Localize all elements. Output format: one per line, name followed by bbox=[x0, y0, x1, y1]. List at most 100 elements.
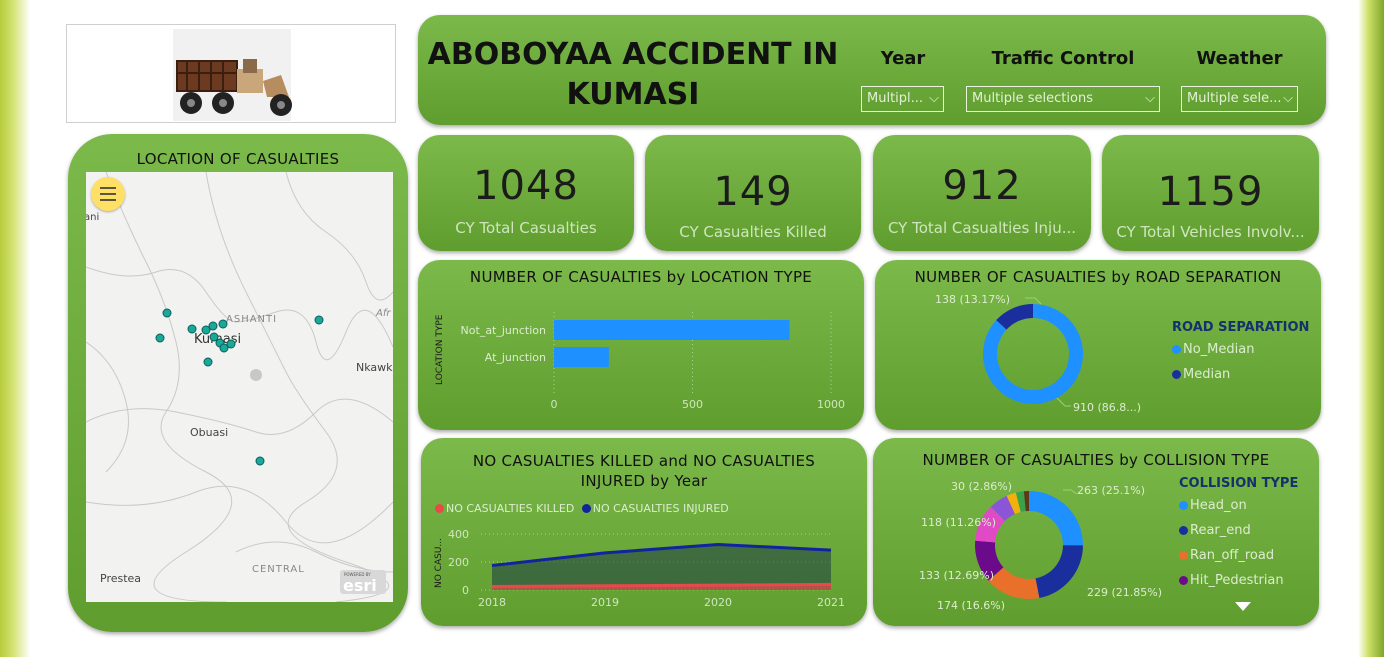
map-view[interactable]: ani ASHANTI Kumasi Afr Nkawka Obuasi CEN… bbox=[86, 172, 393, 602]
bar-not-at-junction bbox=[554, 320, 790, 340]
legend-item-killed[interactable]: NO CASUALTIES KILLED bbox=[446, 502, 575, 515]
map-point bbox=[208, 321, 218, 331]
bar-at-junction bbox=[554, 347, 609, 367]
legend-item-rear-end[interactable]: Rear_end bbox=[1179, 523, 1298, 538]
location-type-chart-card: NUMBER OF CASUALTIES by LOCATION TYPE LO… bbox=[418, 260, 864, 430]
y-tick-label: 0 bbox=[462, 584, 469, 597]
map-point bbox=[209, 332, 219, 342]
chevron-down-icon: ⌵ bbox=[1145, 91, 1155, 106]
slice-3 bbox=[988, 567, 1040, 599]
year-slicer-dropdown[interactable]: Multipl... ⌵ bbox=[861, 86, 944, 112]
map-point bbox=[219, 343, 229, 353]
kpi-card-casualties-injured: 912 CY Total Casualties Inju... bbox=[873, 135, 1091, 251]
map-point bbox=[203, 357, 213, 367]
kpi-card-vehicles-involved: 1159 CY Total Vehicles Involv... bbox=[1102, 135, 1319, 251]
year-slicer-label: Year bbox=[880, 48, 926, 69]
legend-title: COLLISION TYPE bbox=[1179, 476, 1299, 491]
dashboard-title: ABOBOYAA ACCIDENT IN KUMASI bbox=[427, 37, 839, 112]
traffic-control-slicer-label: Traffic Control bbox=[991, 48, 1135, 69]
slice-7 bbox=[1006, 492, 1021, 515]
chart-title: NUMBER OF CASUALTIES by COLLISION TYPE bbox=[922, 451, 1270, 469]
logo-image-card bbox=[66, 24, 396, 123]
map-point bbox=[255, 456, 265, 466]
legend-title: ROAD SEPARATION bbox=[1172, 320, 1310, 335]
kpi-card-casualties-killed: 149 CY Casualties Killed bbox=[645, 135, 861, 251]
map-point bbox=[187, 324, 197, 334]
legend-item-median[interactable]: Median bbox=[1172, 367, 1309, 382]
legend-scroll-down-icon[interactable] bbox=[1235, 602, 1251, 611]
map-point bbox=[314, 315, 324, 325]
kpi-label: CY Total Vehicles Involv... bbox=[1116, 223, 1305, 241]
map-card: LOCATION OF CASUALTIES ani ASHANTI Kumas… bbox=[68, 134, 408, 632]
slice-4 bbox=[975, 540, 1004, 581]
slice-9 bbox=[1023, 491, 1029, 512]
legend-item-hit-pedestrian[interactable]: Hit_Pedestrian bbox=[1179, 573, 1298, 588]
x-tick-label: 2018 bbox=[478, 596, 506, 609]
data-label: 30 (2.86%) bbox=[951, 480, 1012, 493]
kpi-value: 149 bbox=[713, 169, 793, 215]
map-place-label: ani bbox=[86, 212, 99, 223]
chart-title: NUMBER OF CASUALTIES by LOCATION TYPE bbox=[469, 268, 813, 286]
map-title: LOCATION OF CASUALTIES bbox=[136, 150, 340, 168]
data-label: 229 (21.85%) bbox=[1087, 586, 1162, 599]
y-tick-label: 200 bbox=[448, 556, 469, 569]
map-place-label: Obuasi bbox=[190, 426, 228, 439]
map-place-label: ASHANTI bbox=[226, 314, 277, 325]
svg-text:POWERED BY: POWERED BY bbox=[344, 572, 371, 577]
slice-5 bbox=[975, 506, 1005, 543]
weather-slicer-dropdown[interactable]: Multiple sele... ⌵ bbox=[1181, 86, 1298, 112]
slice-median bbox=[996, 304, 1033, 330]
y-axis-label: LOCATION TYPE bbox=[435, 314, 445, 385]
x-tick-label: 2021 bbox=[817, 596, 845, 609]
x-tick-label: 0 bbox=[551, 398, 558, 411]
killed-injured-area-chart[interactable]: NO CASU... 0 200 400 2018 2019 2020 2021 bbox=[421, 438, 867, 626]
legend-item-head-on[interactable]: Head_on bbox=[1179, 498, 1298, 513]
line-injured bbox=[491, 542, 832, 567]
kpi-label: CY Casualties Killed bbox=[679, 223, 827, 241]
map-point bbox=[226, 339, 236, 349]
map-place-label: Nkawka bbox=[356, 361, 393, 374]
x-tick-label: 1000 bbox=[817, 398, 845, 411]
data-label: 263 (25.1%) bbox=[1077, 484, 1145, 497]
chevron-down-icon: ⌵ bbox=[1283, 91, 1293, 106]
line-killed bbox=[491, 582, 832, 588]
y-axis-label: NO CASU... bbox=[434, 538, 444, 588]
data-label: 174 (16.6%) bbox=[937, 599, 1005, 612]
chart-title: NUMBER OF CASUALTIES by ROAD SEPARATION bbox=[914, 268, 1282, 286]
map-point bbox=[201, 325, 211, 335]
legend-item-injured[interactable]: NO CASUALTIES INJURED bbox=[592, 502, 729, 515]
x-tick-label: 500 bbox=[682, 398, 703, 411]
x-tick-label: 2019 bbox=[591, 596, 619, 609]
category-label: Not_at_junction bbox=[461, 324, 546, 337]
collision-type-legend: COLLISION TYPE Head_on Rear_end Ran_off_… bbox=[1179, 476, 1298, 588]
esri-badge: POWERED BY esri bbox=[340, 570, 386, 595]
kpi-label: CY Total Casualties Inju... bbox=[887, 219, 1077, 237]
location-type-bar-chart[interactable]: LOCATION TYPE Not_at_junction At_junction… bbox=[418, 260, 864, 430]
map-place-label: CENTRAL bbox=[252, 564, 305, 575]
area-chart-legend: NO CASUALTIES KILLED NO CASUALTIES INJUR… bbox=[435, 502, 729, 515]
legend-item-ran-off-road[interactable]: Ran_off_road bbox=[1179, 548, 1298, 563]
map-point bbox=[155, 333, 165, 343]
killed-injured-chart-card: NO CASUALTIES KILLED and NO CASUALTIES I… bbox=[421, 438, 867, 626]
kpi-value: 1048 bbox=[473, 163, 579, 209]
road-separation-donut[interactable]: 138 (13.17%) 910 (86.8...) bbox=[875, 260, 1321, 430]
legend-item-no-median[interactable]: No_Median bbox=[1172, 342, 1309, 357]
data-label: 138 (13.17%) bbox=[935, 293, 1010, 306]
traffic-control-slicer-dropdown[interactable]: Multiple selections ⌵ bbox=[966, 86, 1160, 112]
collision-type-donut[interactable]: 263 (25.1%) 229 (21.85%) 174 (16.6%) 133… bbox=[873, 438, 1319, 626]
area-injured bbox=[492, 544, 831, 590]
collision-type-chart-card: NUMBER OF CASUALTIES by COLLISION TYPE 2… bbox=[873, 438, 1319, 626]
category-label: At_junction bbox=[485, 351, 546, 364]
svg-text:esri: esri bbox=[343, 576, 377, 595]
header-card: ABOBOYAA ACCIDENT IN KUMASI Year Multipl… bbox=[418, 15, 1326, 125]
kpi-label: CY Total Casualties bbox=[455, 219, 597, 237]
hamburger-menu-button[interactable] bbox=[91, 177, 125, 211]
kpi-value: 912 bbox=[942, 163, 1022, 209]
road-separation-legend: ROAD SEPARATION No_Median Median bbox=[1172, 320, 1309, 382]
slice-2 bbox=[1035, 545, 1083, 599]
map-svg: ani ASHANTI Kumasi Afr Nkawka Obuasi CEN… bbox=[86, 172, 393, 602]
chart-title: NO CASUALTIES KILLED and NO CASUALTIES I… bbox=[472, 452, 816, 490]
map-point bbox=[162, 308, 172, 318]
y-tick-label: 400 bbox=[448, 528, 469, 541]
slice-6 bbox=[990, 495, 1015, 521]
